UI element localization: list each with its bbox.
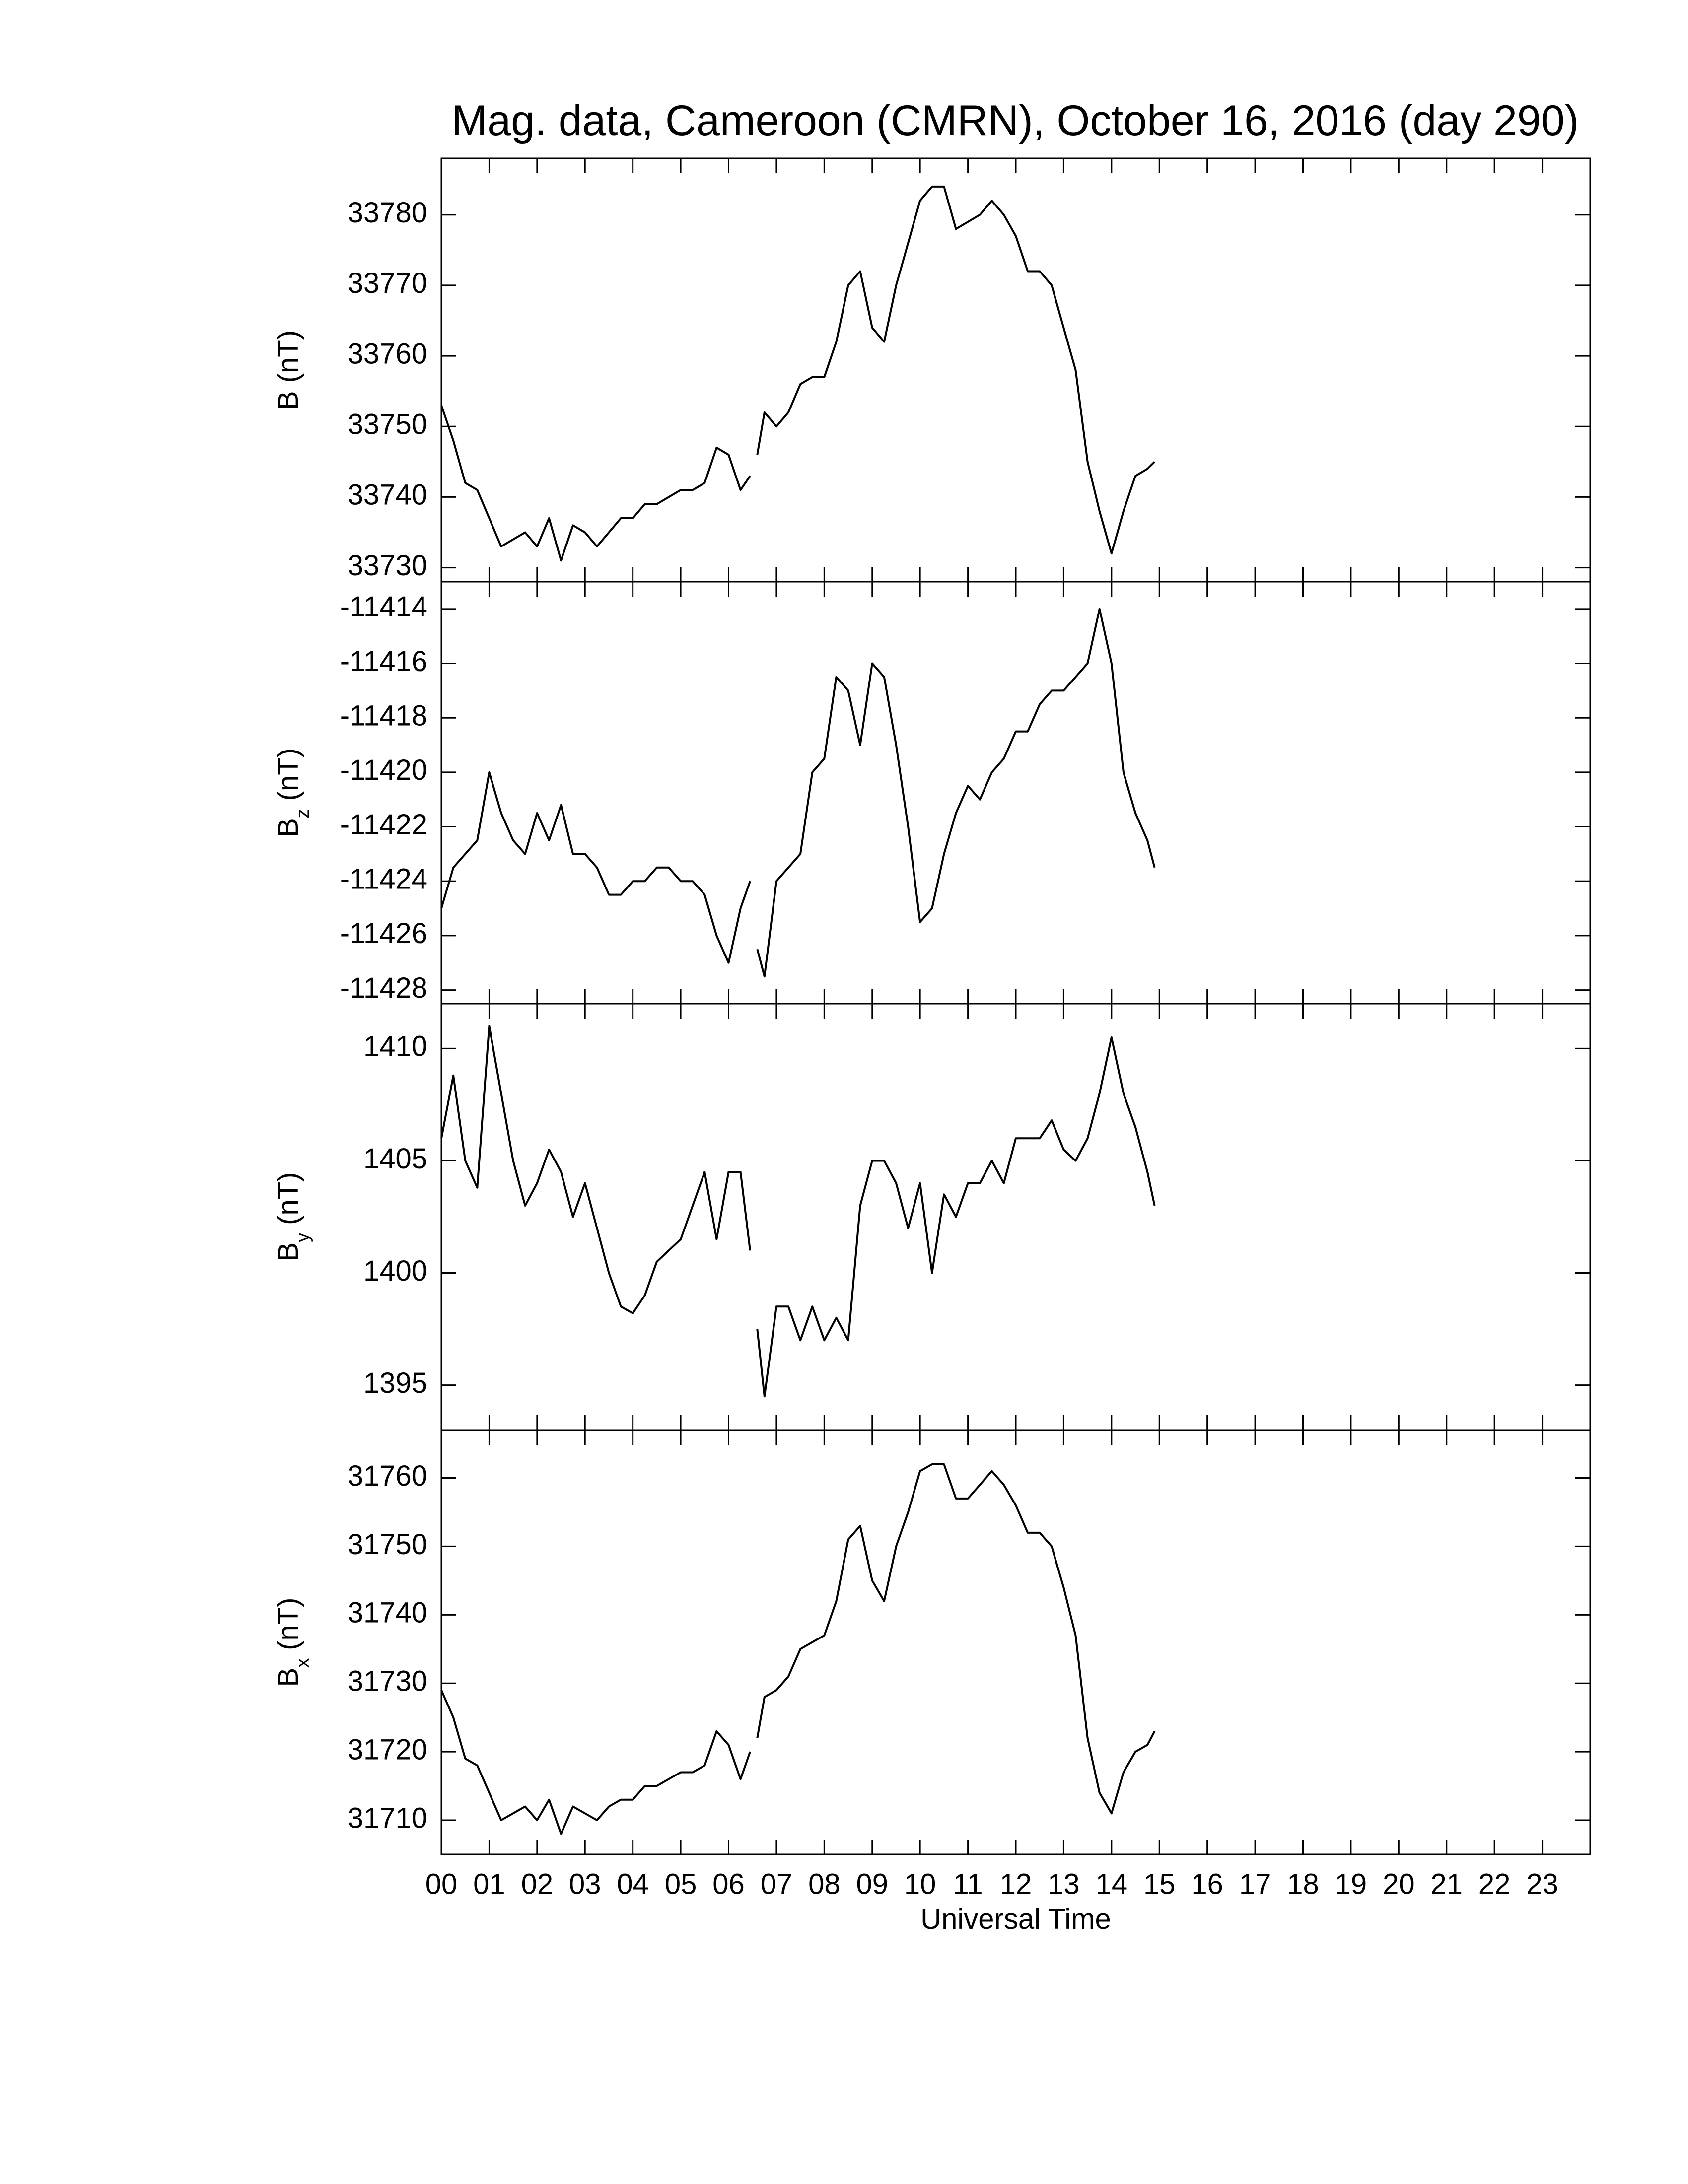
x-tick-label: 21 bbox=[1430, 1868, 1463, 1900]
x-tick-label: 02 bbox=[521, 1868, 554, 1900]
y-tick-label: 33750 bbox=[348, 409, 427, 441]
y-tick-label: 31710 bbox=[348, 1802, 427, 1834]
y-axis-label-part: x bbox=[292, 1658, 313, 1668]
x-tick-label: 09 bbox=[856, 1868, 888, 1900]
x-tick-label: 20 bbox=[1383, 1868, 1415, 1900]
x-tick-label: 06 bbox=[712, 1868, 745, 1900]
x-tick-label: 00 bbox=[425, 1868, 458, 1900]
y-axis-label-part: y bbox=[292, 1233, 313, 1242]
y-tick-label: 1400 bbox=[363, 1255, 427, 1287]
y-tick-label: -11418 bbox=[340, 700, 427, 732]
y-tick-label: 33770 bbox=[348, 267, 427, 299]
y-tick-label: 31720 bbox=[348, 1733, 427, 1766]
data-line bbox=[440, 185, 1155, 562]
y-axis-label-part: (nT) bbox=[272, 1597, 304, 1650]
x-tick-label: 01 bbox=[473, 1868, 505, 1900]
y-tick-label: -11428 bbox=[340, 972, 427, 1004]
x-tick-label: 03 bbox=[569, 1868, 601, 1900]
y-axis-label: By (nT) bbox=[272, 1172, 313, 1261]
y-tick-label: 33730 bbox=[348, 549, 427, 582]
x-tick-label: 10 bbox=[904, 1868, 936, 1900]
y-tick-label: 1395 bbox=[363, 1367, 427, 1399]
y-axis-label-part: B (nT) bbox=[272, 330, 304, 410]
x-tick-label: 22 bbox=[1478, 1868, 1511, 1900]
y-tick-label: -11416 bbox=[340, 645, 427, 678]
y-tick-label: -11426 bbox=[340, 917, 427, 950]
y-tick-label: 33760 bbox=[348, 338, 427, 370]
y-tick-label: -11420 bbox=[340, 754, 427, 786]
x-tick-label: 04 bbox=[617, 1868, 649, 1900]
y-tick-label: 1410 bbox=[363, 1030, 427, 1063]
x-axis-label: Universal Time bbox=[920, 1903, 1111, 1935]
y-tick-label: 1405 bbox=[363, 1143, 427, 1175]
x-tick-label: 08 bbox=[808, 1868, 841, 1900]
y-axis-label-part: (nT) bbox=[272, 748, 304, 801]
y-tick-label: -11424 bbox=[340, 863, 427, 895]
x-tick-label: 13 bbox=[1048, 1868, 1080, 1900]
y-axis-label-part: (nT) bbox=[272, 1172, 304, 1225]
x-tick-label: 07 bbox=[761, 1868, 793, 1900]
y-tick-label: 31750 bbox=[348, 1528, 427, 1561]
x-tick-label: 17 bbox=[1239, 1868, 1271, 1900]
x-tick-label: 14 bbox=[1096, 1868, 1128, 1900]
x-tick-label: 23 bbox=[1526, 1868, 1558, 1900]
chart-title: Mag. data, Cameroon (CMRN), October 16, … bbox=[452, 97, 1579, 144]
y-tick-label: 31760 bbox=[348, 1460, 427, 1492]
y-axis-label-part: B bbox=[272, 818, 304, 837]
y-axis-label-part: z bbox=[292, 809, 313, 818]
data-line bbox=[440, 1025, 1156, 1398]
x-tick-label: 18 bbox=[1287, 1868, 1319, 1900]
data-line bbox=[440, 608, 1156, 978]
y-tick-label: 31740 bbox=[348, 1597, 427, 1629]
x-tick-label: 15 bbox=[1143, 1868, 1176, 1900]
y-tick-label: 33740 bbox=[348, 479, 427, 511]
y-axis-label-part: B bbox=[272, 1668, 304, 1687]
x-tick-label: 12 bbox=[1000, 1868, 1032, 1900]
x-tick-label: 05 bbox=[665, 1868, 697, 1900]
y-axis-label: Bx (nT) bbox=[272, 1597, 313, 1687]
y-axis-label: Bz (nT) bbox=[272, 748, 313, 837]
y-tick-label: -11422 bbox=[340, 809, 427, 841]
y-tick-label: 31730 bbox=[348, 1665, 427, 1698]
y-axis-label-part: B bbox=[272, 1242, 304, 1262]
x-tick-label: 16 bbox=[1191, 1868, 1223, 1900]
x-tick-label: 19 bbox=[1335, 1868, 1367, 1900]
y-tick-label: -11414 bbox=[340, 591, 427, 623]
x-tick-label: 11 bbox=[953, 1868, 983, 1900]
y-axis-label: B (nT) bbox=[272, 330, 304, 410]
data-line bbox=[440, 1463, 1156, 1835]
y-tick-label: 33780 bbox=[348, 197, 427, 229]
